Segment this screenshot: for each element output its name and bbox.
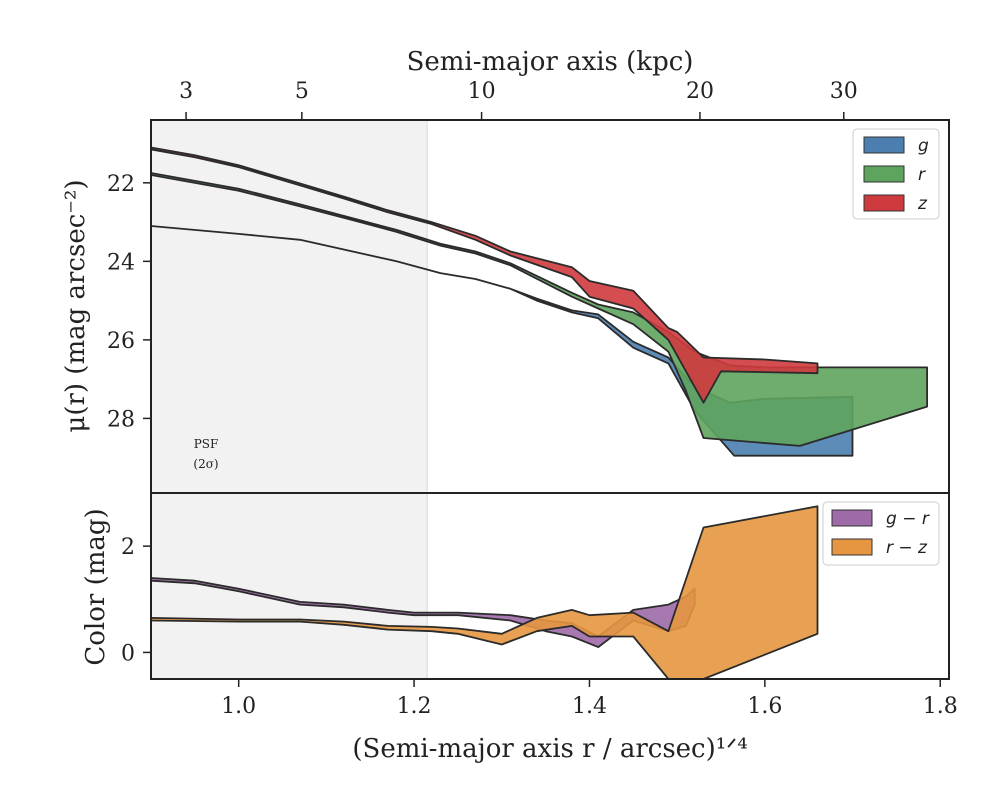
legend-swatch-r <box>863 165 905 183</box>
legend-label-r-minus-z: r − z <box>886 538 928 558</box>
sb-y-tick-label: 24 <box>107 250 135 275</box>
sb-y-tick-label: 22 <box>107 172 135 197</box>
surface-brightness-legend: g r z <box>852 128 940 220</box>
top-axis-title: Semi-major axis (kpc) <box>407 47 694 77</box>
top-axis-tick-label: 3 <box>179 79 193 104</box>
legend-label-r: r <box>918 165 926 185</box>
psf-label: PSF <box>194 437 219 451</box>
legend-swatch-z <box>863 194 905 212</box>
psf-sigma-label: (2σ) <box>193 457 218 471</box>
color-y-tick-label: 0 <box>121 641 135 666</box>
color-y-tick-label: 2 <box>121 535 135 560</box>
sb-y-tick-label: 26 <box>107 329 135 354</box>
color-band-1 <box>151 505 819 679</box>
sb-y-tick-label: 28 <box>107 407 135 432</box>
top-axis-tick-label: 30 <box>830 79 858 104</box>
legend-label-z: z <box>917 194 928 214</box>
psf-shaded-region <box>151 120 428 493</box>
surface-brightness-areas <box>151 146 928 457</box>
psf-shaded-region-color-panel <box>151 493 428 679</box>
x-tick-label: 1.6 <box>747 694 782 719</box>
x-tick-label: 1.8 <box>923 694 958 719</box>
x-axis-title: (Semi-major axis r / arcsec)¹ᐟ⁴ <box>352 734 747 764</box>
top-axis-tick-label: 20 <box>686 79 714 104</box>
top-axis-tick-label: 5 <box>295 79 309 104</box>
legend-label-g-minus-r: g − r <box>886 509 930 529</box>
legend-swatch-g-minus-r <box>831 509 873 527</box>
sb-band-1 <box>151 172 928 447</box>
top-axis-tick-label: 10 <box>468 79 496 104</box>
x-tick-label: 1.4 <box>572 694 607 719</box>
x-tick-label: 1.0 <box>221 694 256 719</box>
axis-ticks: 1.0 1.2 1.4 1.6 1.8 3 5 10 20 30 22 24 26 28 0 2 <box>107 79 958 719</box>
legend-swatch-r-minus-z <box>831 538 873 556</box>
surface-brightness-y-axis-title: μ(r) (mag arcsec⁻²) <box>61 179 91 432</box>
legend-label-g: g <box>918 136 929 156</box>
color-areas <box>151 505 819 679</box>
sb-band-2 <box>151 146 819 404</box>
legend-swatch-g <box>863 136 905 154</box>
color-y-axis-title: Color (mag) <box>81 508 111 665</box>
color-panel-frame <box>150 492 950 680</box>
color-legend: g − r r − z <box>822 501 940 566</box>
x-tick-label: 1.2 <box>397 694 432 719</box>
